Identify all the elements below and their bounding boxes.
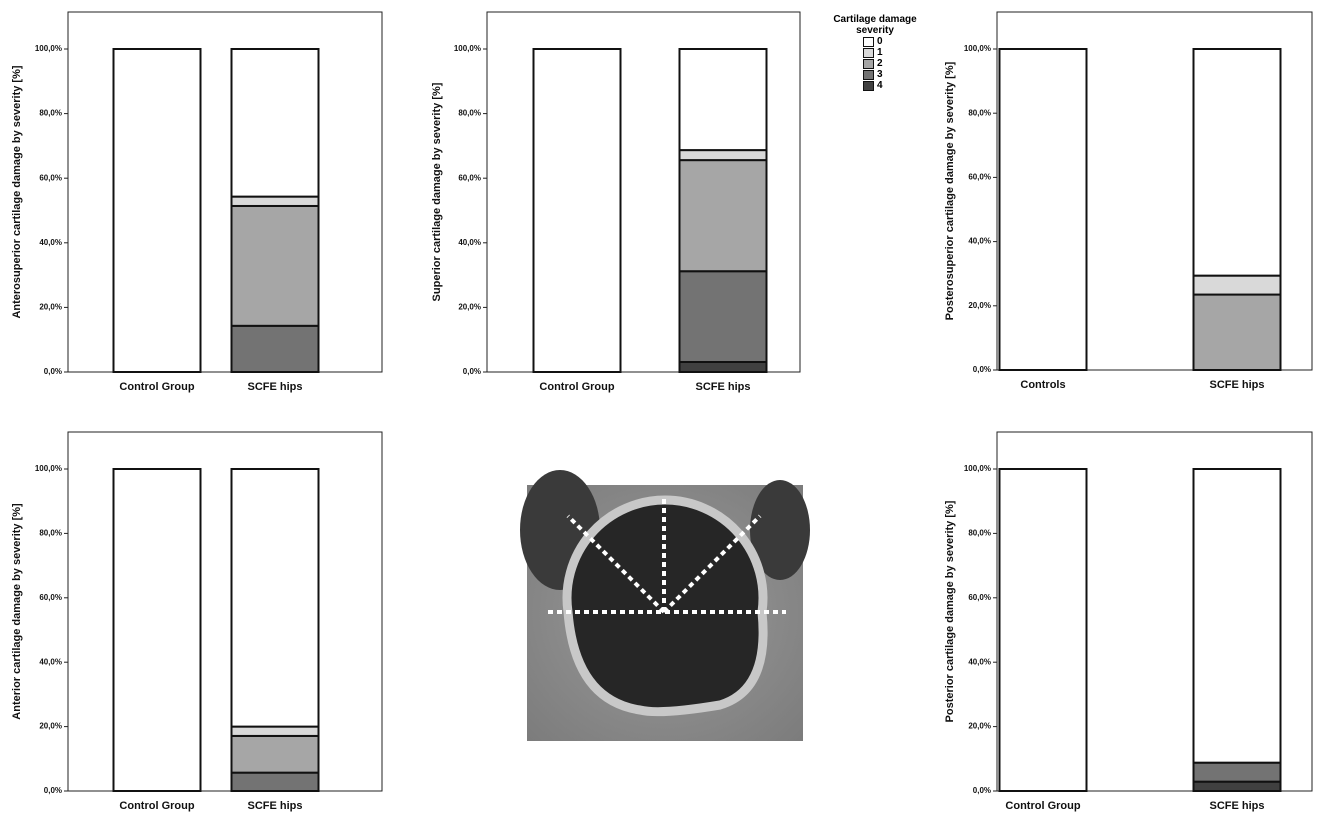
bar-segment [680,150,767,160]
bar-segment [1194,763,1281,782]
legend-label: 4 [877,80,883,91]
chart: 0,0% 20,0% 40,0% 60,0% 80,0% 100,0% Superior c… [431,12,800,393]
y-tick-label: 20,0% [968,722,991,731]
y-tick-label: 20,0% [968,301,991,310]
bar-segment [1194,295,1281,370]
x-tick-label: Control Group [1005,800,1080,812]
legend-swatch [863,37,874,47]
y-tick-label: 40,0% [968,657,991,666]
y-tick-label: 0,0% [973,786,991,795]
page: {"chart_data": [ {"type": "bar", "stacke… [0,0,1317,813]
y-tick-label: 40,0% [458,238,481,247]
y-tick-label: 100,0% [35,464,62,473]
legend-entry: 1 [863,47,935,58]
bar-segment [232,206,319,326]
bar-segment [232,49,319,197]
bar-segment [232,197,319,206]
x-tick-label: SCFE hips [1209,800,1264,812]
legend-entry: 3 [863,69,935,80]
y-tick-label: 80,0% [39,529,62,538]
y-tick-label: 60,0% [968,593,991,602]
y-tick-label: 60,0% [39,593,62,602]
legend-swatch [863,59,874,69]
bar-segment [1194,49,1281,276]
bar-segment [1000,469,1087,791]
bar-segment [232,469,319,727]
x-tick-label: Control Group [539,381,614,393]
bar-segment [114,469,201,791]
legend-swatch [863,70,874,80]
y-tick-label: 80,0% [968,529,991,538]
bar-segment [1194,782,1281,791]
bar-segment [680,160,767,271]
legend-entry: 4 [863,80,935,91]
y-tick-label: 100,0% [35,44,62,53]
x-tick-label: SCFE hips [695,381,750,393]
legend-swatch [863,81,874,91]
bar-segment [232,736,319,773]
y-axis-label: Anterosuperior cartilage damage by sever… [11,65,23,318]
y-tick-label: 20,0% [458,303,481,312]
legend-label: 0 [877,36,883,47]
x-tick-label: Control Group [119,381,194,393]
x-tick-label: Controls [1020,379,1065,391]
legend-entry: 0 [863,36,935,47]
y-axis-label: Anterior cartilage damage by severity [%… [11,503,23,720]
x-tick-label: SCFE hips [1209,379,1264,391]
y-tick-label: 80,0% [39,109,62,118]
y-tick-label: 0,0% [463,367,481,376]
legend-label: 1 [877,47,883,58]
y-tick-label: 100,0% [964,44,991,53]
mri-image [520,470,810,741]
y-tick-label: 40,0% [968,237,991,246]
y-tick-label: 60,0% [968,173,991,182]
x-tick-label: SCFE hips [247,800,302,812]
chart: 0,0% 20,0% 40,0% 60,0% 80,0% 100,0% Anterior c… [11,432,382,812]
bar-segment [1194,469,1281,763]
y-axis-label: Posterior cartilage damage by severity [… [944,500,956,722]
y-tick-label: 100,0% [454,44,481,53]
legend-label: 2 [877,58,883,69]
x-tick-label: SCFE hips [247,381,302,393]
bar-segment [114,49,201,372]
y-tick-label: 40,0% [39,657,62,666]
y-tick-label: 100,0% [964,464,991,473]
femoral-head [567,500,763,712]
bar-segment [680,362,767,372]
y-tick-label: 80,0% [968,108,991,117]
y-tick-label: 80,0% [458,109,481,118]
figure: 0,0%20,0%40,0%60,0%80,0%100,0%Anterosupe… [0,0,1317,813]
y-axis-label: Posterosuperior cartilage damage by seve… [944,61,956,320]
legend-label: 3 [877,69,883,80]
legend-swatch [863,48,874,58]
chart: 0,0% 20,0% 40,0% 60,0% 80,0% 100,0% Posterosup… [944,12,1312,391]
chart: 0,0% 20,0% 40,0% 60,0% 80,0% 100,0% Posterior … [944,432,1312,812]
y-tick-label: 0,0% [973,365,991,374]
y-tick-label: 0,0% [44,367,62,376]
y-tick-label: 20,0% [39,303,62,312]
y-tick-label: 20,0% [39,722,62,731]
bar-segment [680,49,767,150]
y-tick-label: 60,0% [458,173,481,182]
bar-segment [1194,276,1281,295]
bar-segment [1000,49,1087,370]
y-tick-label: 60,0% [39,173,62,182]
chart: 0,0% 20,0% 40,0% 60,0% 80,0% 100,0% Anterosupe… [11,12,382,393]
legend-title: Cartilage damage severity [815,14,935,36]
bar-segment [232,326,319,372]
y-tick-label: 0,0% [44,786,62,795]
bar-segment [232,727,319,736]
bar-segment [534,49,621,372]
legend-entry: 2 [863,58,935,69]
bar-segment [680,271,767,362]
y-axis-label: Superior cartilage damage by severity [%… [431,82,443,301]
x-tick-label: Control Group [119,800,194,812]
y-tick-label: 40,0% [39,238,62,247]
bar-segment [232,773,319,791]
